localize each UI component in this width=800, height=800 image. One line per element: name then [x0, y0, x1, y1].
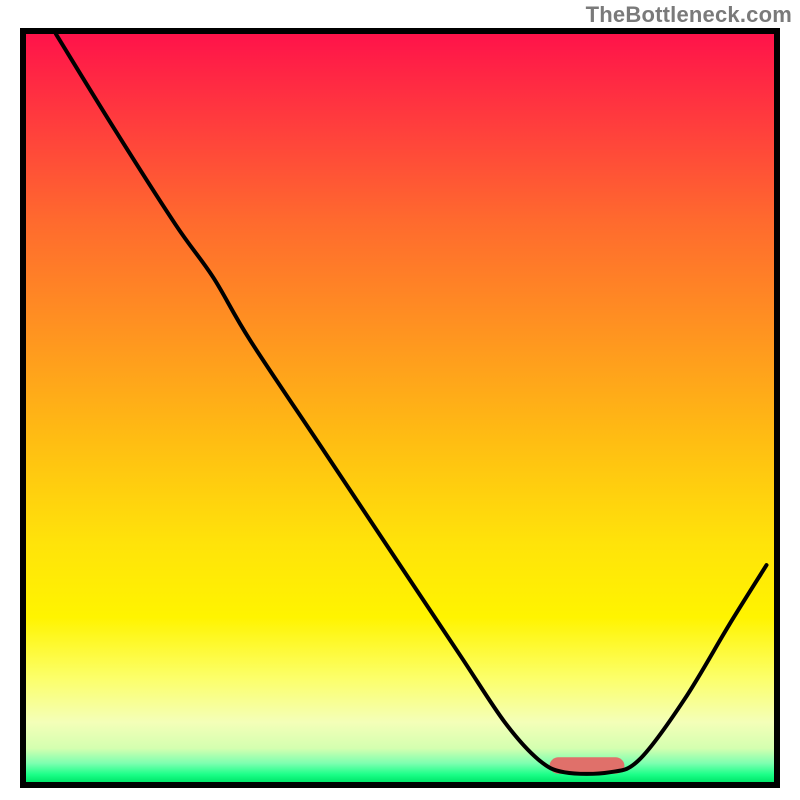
bottleneck-curve-chart	[20, 28, 780, 788]
chart-container: TheBottleneck.com	[0, 0, 800, 800]
gradient-background	[26, 34, 774, 782]
plot-area	[20, 28, 780, 788]
watermark-text: TheBottleneck.com	[586, 2, 792, 28]
